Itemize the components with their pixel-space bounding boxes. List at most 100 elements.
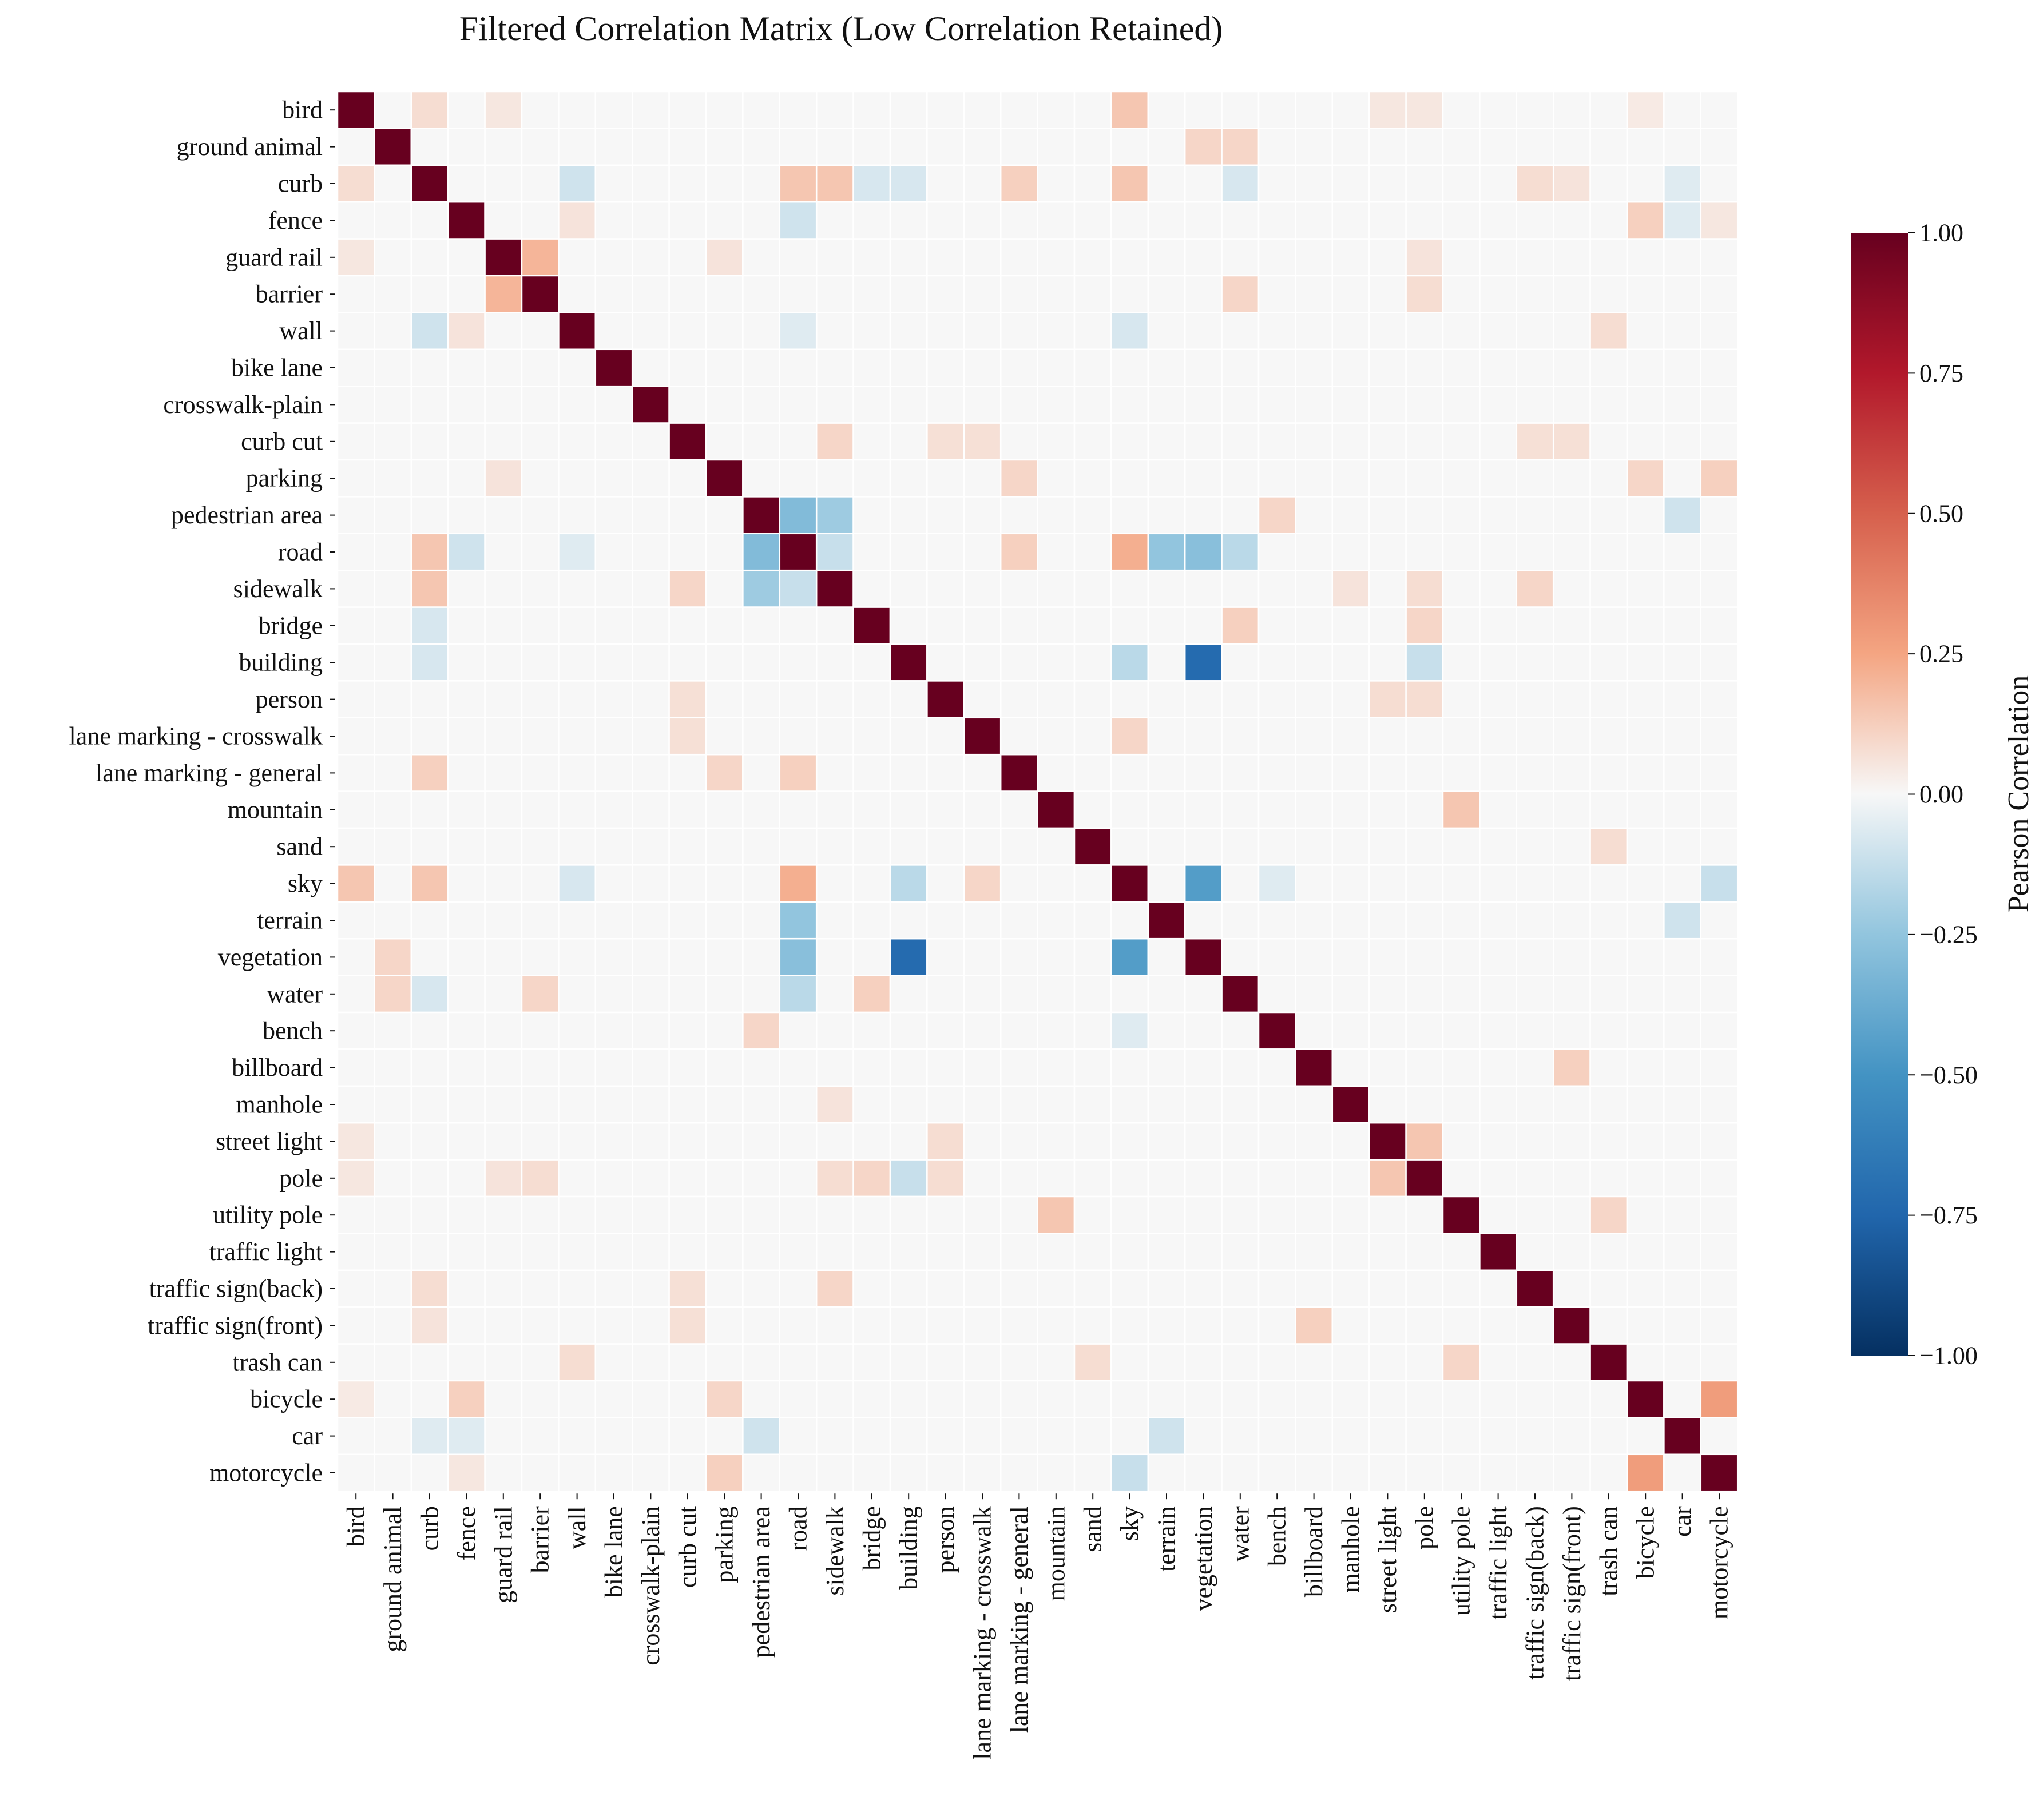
cell-vegetation-x-wall [558, 937, 597, 976]
cell-mountain-x-guard-rail [484, 790, 523, 829]
cell-pole-x-sand [1073, 1159, 1112, 1198]
cell-billboard-x-vegetation [1184, 1048, 1223, 1087]
cell-street-light-x-car [1663, 1122, 1702, 1161]
cell-vegetation-x-manhole [1331, 937, 1370, 976]
cell-curb-cut-x-crosswalk-plain [631, 422, 670, 461]
cell-sky-x-billboard [1295, 864, 1334, 903]
cell-wall-x-building [889, 312, 928, 351]
cell-barrier-x-mountain [1037, 275, 1076, 313]
cell-guard-rail-x-sidewalk [815, 238, 854, 277]
cell-pole-x-bike-lane [594, 1159, 633, 1198]
cell-sand-x-sky [1110, 827, 1149, 866]
cell-bike-lane-x-bird [336, 348, 375, 387]
cell-pole-x-mountain [1037, 1159, 1076, 1198]
cell-manhole-x-wall [558, 1085, 597, 1124]
cell-sand-x-pole [1405, 827, 1444, 866]
cell-ground-animal-x-curb-cut [668, 128, 707, 166]
cell-sand-x-bridge [852, 827, 891, 866]
cell-lane-marking-general-x-motorcycle [1700, 753, 1739, 792]
cell-traffic-light-x-mountain [1037, 1233, 1076, 1271]
y-tick-label-sand: sand [276, 833, 323, 861]
cell-pole-x-traffic-light [1479, 1159, 1518, 1198]
cell-wall-x-lane-marking-crosswalk [963, 312, 1002, 351]
cell-curb-cut-x-curb-cut [668, 422, 707, 461]
cell-building-x-utility-pole [1442, 643, 1481, 682]
cell-building-x-crosswalk-plain [631, 643, 670, 682]
cell-parking-x-lane-marking-crosswalk [963, 459, 1002, 498]
cell-bird-x-road [779, 90, 818, 129]
cell-water-x-sky [1110, 975, 1149, 1014]
cell-bicycle-x-road [779, 1380, 818, 1418]
x-tick-label-sky: sky [1116, 1506, 1144, 1541]
cell-building-x-traffic-sign-front [1552, 643, 1591, 682]
cell-bridge-x-pedestrian-area [742, 606, 781, 645]
cell-bench-x-road [779, 1011, 818, 1050]
cell-lane-marking-general-x-guard-rail [484, 753, 523, 792]
cell-mountain-x-trash-can [1589, 790, 1628, 829]
cell-traffic-sign-back-x-terrain [1147, 1269, 1186, 1308]
cell-manhole-x-road [779, 1085, 818, 1124]
cell-mountain-x-sand [1073, 790, 1112, 829]
cell-trash-can-x-traffic-sign-front [1552, 1343, 1591, 1382]
cell-person-x-curb-cut [668, 680, 707, 719]
cell-sand-x-bicycle [1626, 827, 1665, 866]
cell-mountain-x-road [779, 790, 818, 829]
cell-pole-x-utility-pole [1442, 1159, 1481, 1198]
cell-fence-x-vegetation [1184, 201, 1223, 240]
cell-wall-x-curb-cut [668, 312, 707, 351]
cell-sky-x-bench [1257, 864, 1296, 903]
cell-bike-lane-x-curb [410, 348, 449, 387]
cell-road-x-sky [1110, 533, 1149, 571]
cell-billboard-x-guard-rail [484, 1048, 523, 1087]
x-tick-label-pole: pole [1410, 1506, 1438, 1549]
cell-lane-marking-general-x-building [889, 753, 928, 792]
cell-curb-x-bike-lane [594, 164, 633, 203]
cell-barrier-x-water [1221, 275, 1260, 313]
cell-trash-can-x-sand [1073, 1343, 1112, 1382]
cell-ground-animal-x-street-light [1368, 128, 1407, 166]
cell-terrain-x-mountain [1037, 901, 1076, 940]
cell-mountain-x-lane-marking-crosswalk [963, 790, 1002, 829]
cell-trash-can-x-curb [410, 1343, 449, 1382]
cell-bench-x-parking [705, 1011, 744, 1050]
cell-parking-x-ground-animal [374, 459, 412, 498]
cell-motorcycle-x-mountain [1037, 1453, 1076, 1492]
x-tick-label-billboard: billboard [1300, 1506, 1328, 1597]
cell-street-light-x-sky [1110, 1122, 1149, 1161]
cell-sand-x-curb [410, 827, 449, 866]
cell-bird-x-wall [558, 90, 597, 129]
cell-wall-x-street-light [1368, 312, 1407, 351]
cell-car-x-ground-animal [374, 1417, 412, 1456]
cell-lane-marking-crosswalk-x-vegetation [1184, 717, 1223, 756]
cell-wall-x-vegetation [1184, 312, 1223, 351]
cell-pole-x-billboard [1295, 1159, 1334, 1198]
cell-utility-pole-x-pole [1405, 1195, 1444, 1234]
cell-parking-x-curb [410, 459, 449, 498]
cell-lane-marking-general-x-road [779, 753, 818, 792]
cell-pedestrian-area-x-sky [1110, 496, 1149, 535]
cell-pedestrian-area-x-manhole [1331, 496, 1370, 535]
cell-street-light-x-person [926, 1122, 965, 1161]
cell-street-light-x-traffic-light [1479, 1122, 1518, 1161]
cell-road-x-manhole [1331, 533, 1370, 571]
cell-curb-cut-x-utility-pole [1442, 422, 1481, 461]
cell-wall-x-ground-animal [374, 312, 412, 351]
cell-sidewalk-x-sky [1110, 569, 1149, 608]
cell-terrain-x-person [926, 901, 965, 940]
cell-terrain-x-crosswalk-plain [631, 901, 670, 940]
cell-traffic-light-x-lane-marking-general [999, 1233, 1038, 1271]
cell-person-x-traffic-sign-front [1552, 680, 1591, 719]
x-tick-label-pedestrian-area: pedestrian area [747, 1506, 775, 1658]
cell-bicycle-x-traffic-sign-front [1552, 1380, 1591, 1418]
cell-street-light-x-parking [705, 1122, 744, 1161]
cell-billboard-x-billboard [1295, 1048, 1334, 1087]
cell-bridge-x-curb [410, 606, 449, 645]
cell-traffic-sign-back-x-street-light [1368, 1269, 1407, 1308]
cell-utility-pole-x-water [1221, 1195, 1260, 1234]
cell-lane-marking-general-x-bicycle [1626, 753, 1665, 792]
cell-curb-x-road [779, 164, 818, 203]
cell-manhole-x-manhole [1331, 1085, 1370, 1124]
cell-road-x-ground-animal [374, 533, 412, 571]
cell-mountain-x-wall [558, 790, 597, 829]
cell-pedestrian-area-x-lane-marking-crosswalk [963, 496, 1002, 535]
